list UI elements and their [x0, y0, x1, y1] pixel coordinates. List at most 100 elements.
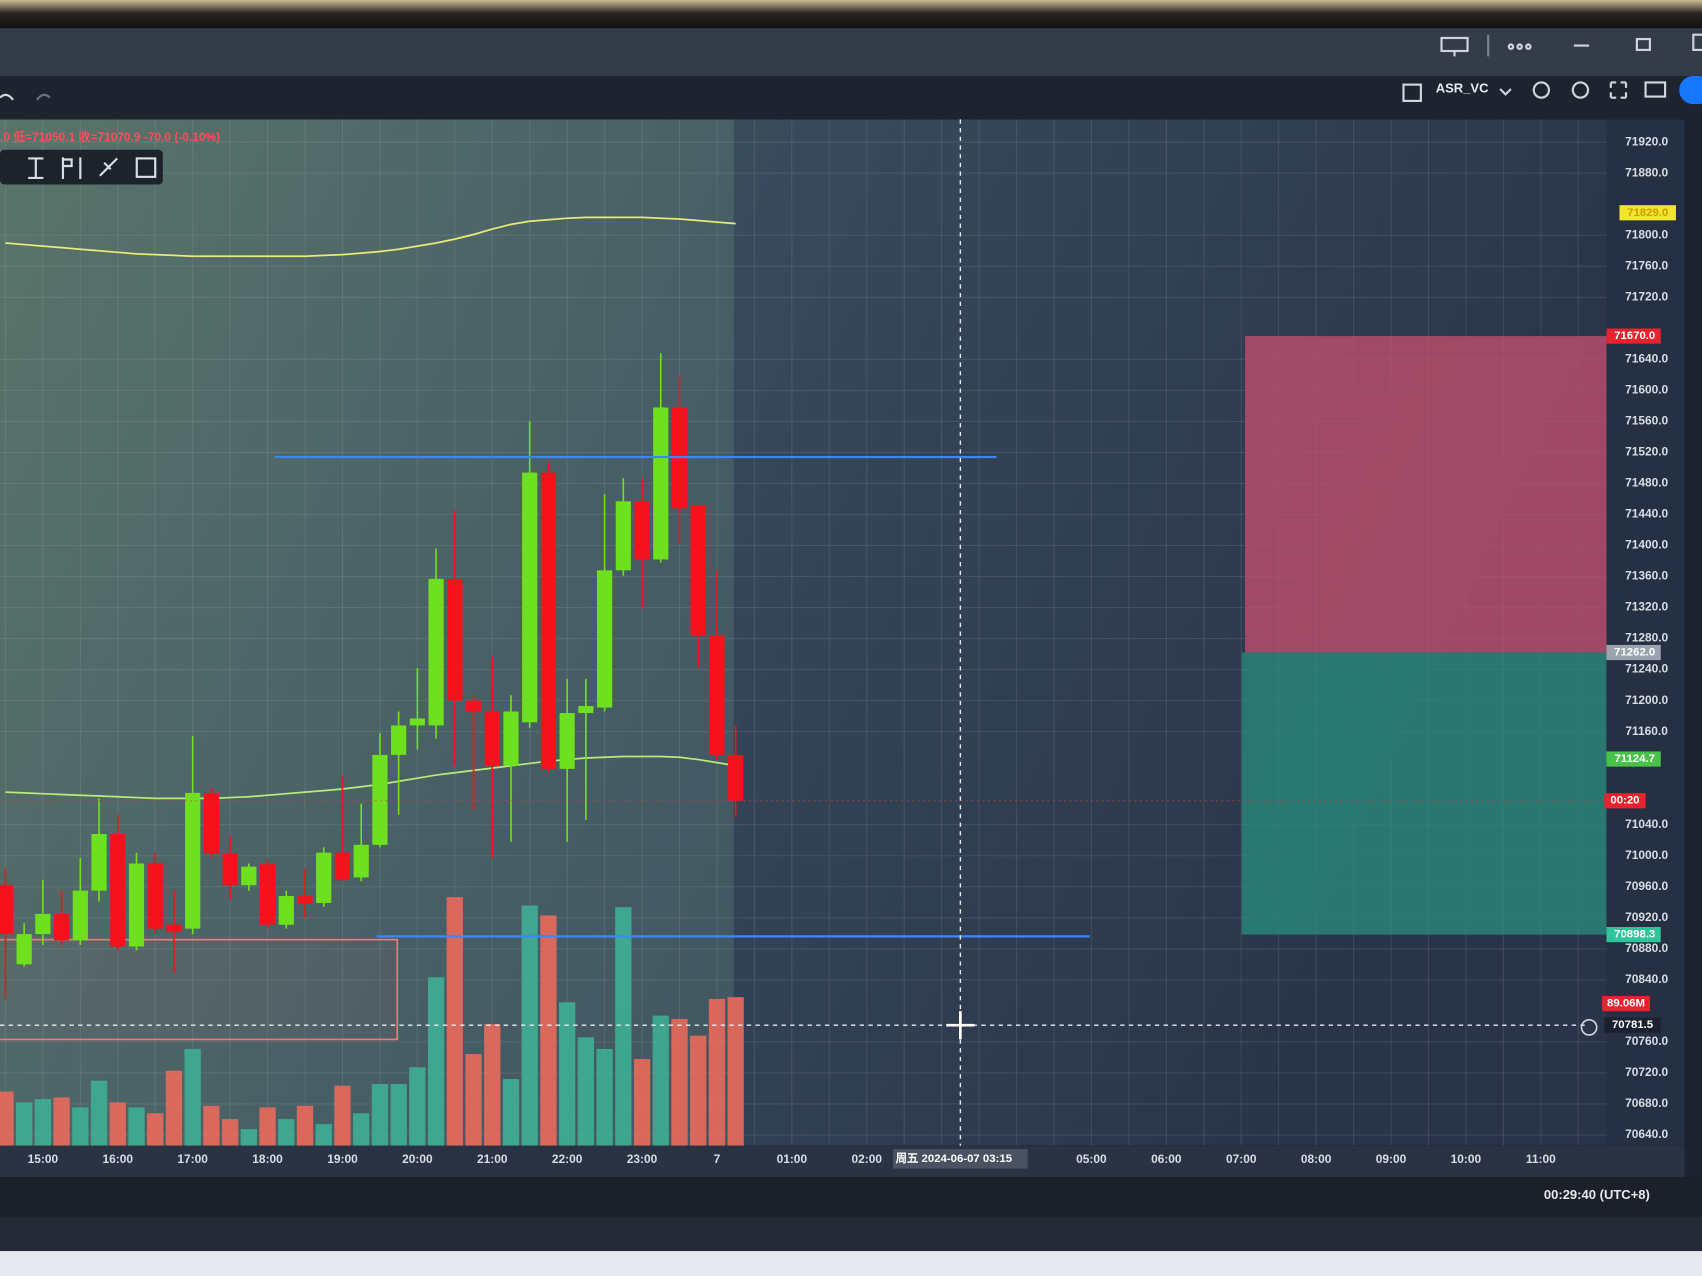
- candle-body: [391, 725, 407, 755]
- volume-bar: [559, 1002, 576, 1146]
- crosshair-time-label: 周五 2024-06-07 03:15: [896, 1151, 1013, 1165]
- volume-bar: [240, 1129, 257, 1146]
- volume-bar: [708, 998, 726, 1146]
- candle-body: [0, 885, 14, 935]
- candle-body: [653, 407, 669, 560]
- price-marker-badge: [1619, 205, 1676, 221]
- x-tick-label: 19:00: [327, 1152, 358, 1166]
- plot-area: [0, 119, 1607, 1146]
- volume-bar: [484, 1023, 501, 1146]
- x-tick-label: 22:00: [552, 1152, 583, 1166]
- text-tool[interactable]: [28, 157, 44, 180]
- volume-bar: [109, 1102, 126, 1146]
- candle-body: [203, 792, 219, 854]
- indicator-button[interactable]: [1532, 81, 1551, 99]
- volume-bar: [502, 1079, 520, 1146]
- candle-body: [222, 853, 238, 886]
- window-controls: [1440, 33, 1702, 57]
- price-marker-label: 71262.0: [1614, 647, 1655, 659]
- price-marker-label: 71124.7: [1614, 753, 1655, 765]
- candle-body: [128, 863, 145, 947]
- volume-bar: [53, 1097, 70, 1146]
- candle-body: [728, 754, 744, 801]
- settings-button[interactable]: [1571, 81, 1590, 99]
- clock: 00:29:40 (UTC+8): [1544, 1187, 1650, 1202]
- volume-bar: [0, 1091, 14, 1146]
- x-tick-label: 21:00: [477, 1152, 508, 1166]
- x-tick-label: 17:00: [177, 1152, 208, 1166]
- volume-bar: [409, 1067, 426, 1146]
- undo-button[interactable]: [0, 93, 14, 101]
- candle-body: [35, 913, 51, 935]
- candle-body: [709, 635, 725, 755]
- snapshot-button[interactable]: [1644, 81, 1667, 98]
- candle-body: [259, 864, 276, 925]
- range-box: [0, 938, 399, 1041]
- account-dropdown[interactable]: [1499, 88, 1512, 96]
- brush-tool[interactable]: [99, 157, 118, 177]
- bottom-panel: [0, 1216, 1702, 1252]
- x-tick-label: 10:00: [1451, 1152, 1482, 1166]
- x-tick-label: 20:00: [402, 1152, 433, 1166]
- volume-bar: [165, 1070, 183, 1146]
- candle-body: [110, 834, 126, 947]
- volume-bar: [128, 1107, 145, 1146]
- y-tick-label: 70680.0: [1625, 1096, 1668, 1110]
- close-button[interactable]: [1692, 33, 1702, 51]
- volume-bar: [652, 1015, 669, 1146]
- y-tick-label: 70880.0: [1625, 941, 1668, 955]
- x-tick-label: 08:00: [1301, 1152, 1332, 1166]
- fullscreen-button[interactable]: [1609, 81, 1628, 99]
- crosshair-price-badge: [1604, 1017, 1661, 1033]
- y-tick-label: 71600.0: [1625, 383, 1668, 397]
- volume-bar: [353, 1113, 370, 1146]
- drawing-toolbar: [0, 149, 163, 185]
- countdown-label: 00:20: [1610, 795, 1639, 807]
- price-marker-label: 70898.3: [1614, 929, 1655, 941]
- flag-tool[interactable]: [61, 157, 82, 180]
- candle-body: [334, 852, 351, 880]
- layout-button[interactable]: [1402, 83, 1422, 102]
- redo-button[interactable]: [36, 93, 51, 101]
- price-marker-badge: [1606, 644, 1661, 661]
- x-tick-label: 09:00: [1376, 1152, 1407, 1166]
- candle-body: [147, 863, 163, 929]
- candle-body: [185, 792, 201, 929]
- restore-button[interactable]: [1635, 37, 1651, 51]
- candle-body: [540, 472, 557, 769]
- volume-marker-badge: [1602, 996, 1650, 1012]
- volume-bar: [296, 1105, 314, 1146]
- crosshair-cursor: [946, 1011, 975, 1040]
- window-title-bar: [0, 28, 1702, 76]
- volume-bar: [334, 1085, 351, 1146]
- publish-button[interactable]: [1679, 75, 1702, 105]
- y-tick-label: 71480.0: [1625, 476, 1668, 490]
- rect-tool[interactable]: [135, 157, 157, 178]
- volume-bar: [633, 1059, 651, 1146]
- status-bar: [0, 1177, 1702, 1217]
- y-tick-label: 71160.0: [1625, 724, 1668, 738]
- x-tick-label: 01:00: [777, 1152, 808, 1166]
- x-tick-label: 07:00: [1226, 1152, 1257, 1166]
- x-tick-label: 05:00: [1076, 1152, 1107, 1166]
- add-alert-button[interactable]: [1580, 1018, 1598, 1036]
- candle-body: [597, 570, 613, 708]
- volume-bar: [427, 977, 445, 1146]
- toolbar-icons: [0, 81, 1667, 102]
- candle-body: [72, 890, 88, 941]
- taskbar: [0, 1251, 1702, 1276]
- volume-marker-label: 89.06M: [1607, 998, 1645, 1010]
- candle-body: [409, 718, 425, 726]
- upper-band-line: [5, 216, 736, 258]
- candle-body: [522, 472, 538, 723]
- y-tick-label: 71880.0: [1625, 165, 1668, 179]
- y-tick-label: 70960.0: [1625, 879, 1668, 893]
- candle-body: [428, 578, 444, 726]
- y-tick-label: 71640.0: [1625, 352, 1668, 366]
- x-tick-label: 23:00: [627, 1152, 658, 1166]
- candle-body: [690, 505, 706, 636]
- price-marker-badge: [1606, 927, 1661, 943]
- candle-body: [578, 706, 594, 714]
- y-tick-label: 71520.0: [1625, 445, 1668, 459]
